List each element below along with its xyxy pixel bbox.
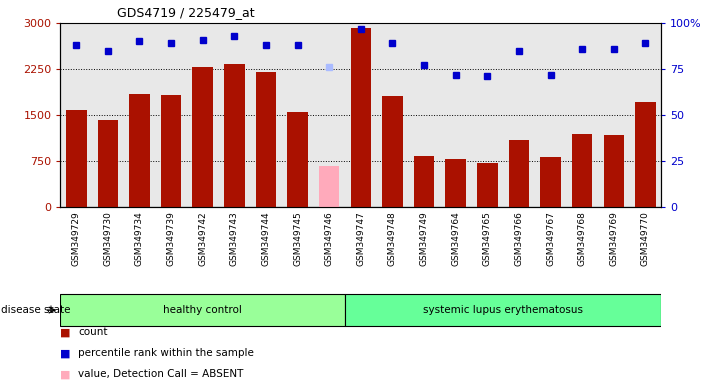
- Text: GSM349765: GSM349765: [483, 212, 492, 266]
- Bar: [161, 95, 181, 207]
- Text: GSM349730: GSM349730: [103, 212, 112, 266]
- Text: GSM349729: GSM349729: [72, 212, 81, 266]
- Text: GDS4719 / 225479_at: GDS4719 / 225479_at: [117, 6, 255, 19]
- Bar: [256, 72, 277, 207]
- Bar: [224, 64, 245, 207]
- Bar: [477, 162, 498, 207]
- Text: GSM349746: GSM349746: [325, 212, 333, 266]
- Text: percentile rank within the sample: percentile rank within the sample: [78, 348, 254, 358]
- Text: ■: ■: [60, 348, 71, 358]
- Text: GSM349744: GSM349744: [262, 212, 270, 266]
- Bar: [319, 166, 339, 207]
- Text: GSM349766: GSM349766: [515, 212, 523, 266]
- Text: GSM349764: GSM349764: [451, 212, 460, 266]
- Text: systemic lupus erythematosus: systemic lupus erythematosus: [423, 305, 583, 315]
- Text: GSM349734: GSM349734: [135, 212, 144, 266]
- Bar: [572, 134, 592, 207]
- Bar: [66, 110, 87, 207]
- Bar: [414, 156, 434, 207]
- Text: GSM349742: GSM349742: [198, 212, 207, 266]
- Text: GSM349767: GSM349767: [546, 212, 555, 266]
- Bar: [97, 119, 118, 207]
- Text: value, Detection Call = ABSENT: value, Detection Call = ABSENT: [78, 369, 244, 379]
- Text: GSM349748: GSM349748: [388, 212, 397, 266]
- Bar: [383, 96, 402, 207]
- Text: count: count: [78, 327, 107, 337]
- Bar: [60, 294, 345, 326]
- Text: disease state: disease state: [1, 305, 71, 315]
- Text: GSM349739: GSM349739: [166, 212, 176, 266]
- Bar: [193, 67, 213, 207]
- Text: GSM349749: GSM349749: [419, 212, 429, 266]
- Bar: [604, 135, 624, 207]
- Bar: [345, 294, 661, 326]
- Text: GSM349769: GSM349769: [609, 212, 619, 266]
- Bar: [508, 140, 529, 207]
- Text: healthy control: healthy control: [164, 305, 242, 315]
- Text: ■: ■: [60, 369, 71, 379]
- Text: GSM349743: GSM349743: [230, 212, 239, 266]
- Bar: [445, 159, 466, 207]
- Bar: [287, 111, 308, 207]
- Bar: [129, 94, 150, 207]
- Text: GSM349770: GSM349770: [641, 212, 650, 266]
- Text: GSM349747: GSM349747: [356, 212, 365, 266]
- Bar: [351, 28, 371, 207]
- Bar: [540, 157, 561, 207]
- Text: GSM349768: GSM349768: [577, 212, 587, 266]
- Bar: [635, 102, 656, 207]
- Text: GSM349745: GSM349745: [293, 212, 302, 266]
- Text: ■: ■: [60, 327, 71, 337]
